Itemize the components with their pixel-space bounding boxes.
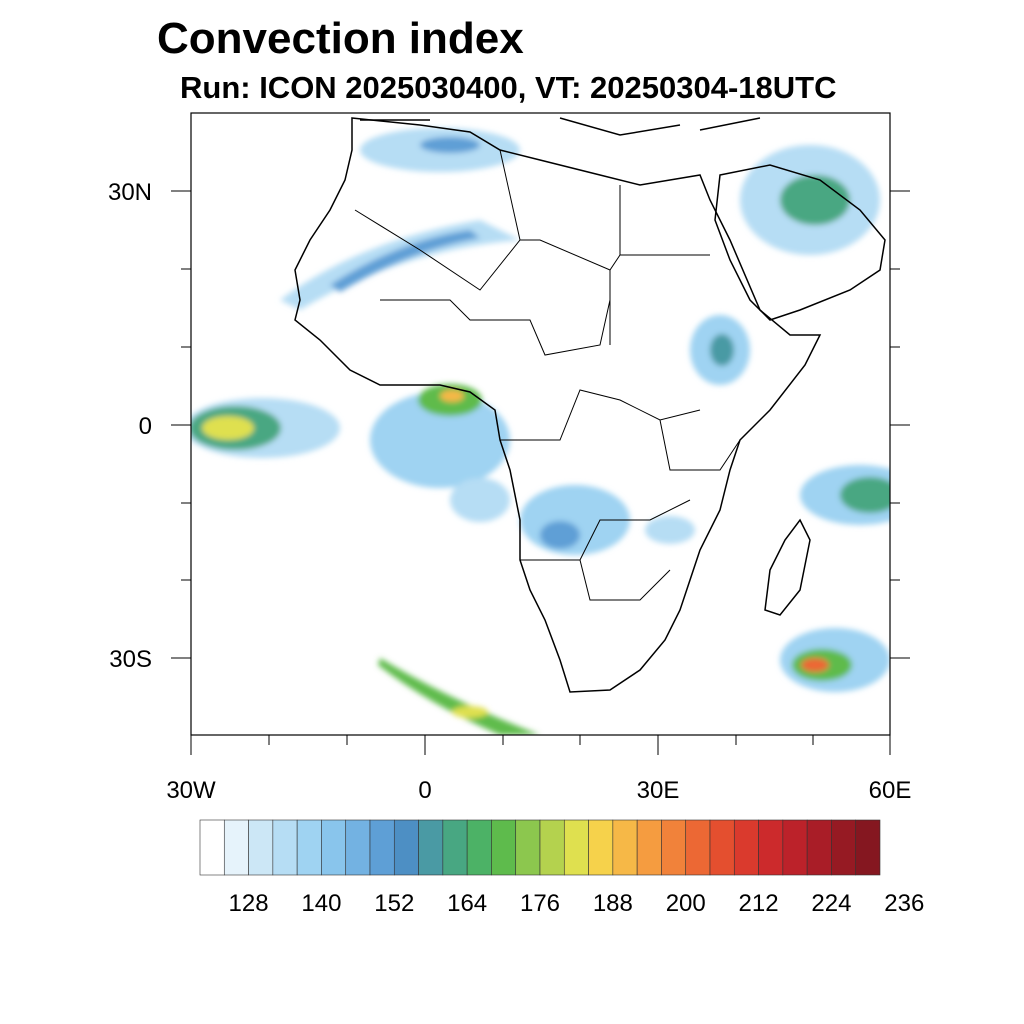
colorbar-labels: 128 140 152 164 176 188 200 212 224 236: [229, 890, 925, 917]
colorbar-swatch: [418, 819, 444, 876]
colorbar-swatch: [491, 819, 517, 876]
colorbar-swatch: [831, 819, 857, 876]
colorbar: [199, 819, 881, 876]
lat-label-0: 0: [139, 413, 152, 440]
colorbar-swatch: [612, 819, 638, 876]
map-frame: [190, 112, 891, 736]
colorbar-swatch: [758, 819, 784, 876]
border-north-africa: [354, 209, 710, 291]
colorbar-swatch: [782, 819, 808, 876]
border-southern: [579, 559, 671, 601]
field-band-sahara-core: [330, 230, 480, 292]
colorbar-label: 212: [739, 890, 779, 917]
field-cluster-south-atlantic-peak: [452, 706, 488, 718]
colorbar-swatch: [515, 819, 541, 876]
colorbar-swatch: [563, 819, 589, 876]
colorbar-swatch: [685, 819, 711, 876]
colorbar-swatch: [223, 819, 249, 876]
colorbar-swatch: [296, 819, 322, 876]
border-central: [500, 389, 701, 441]
colorbar-swatch: [442, 819, 468, 876]
lat-label-30s: 30S: [109, 646, 152, 673]
field-cluster-guinea-peak: [440, 390, 464, 402]
axis-ticks: [171, 190, 910, 755]
colorbar-swatch: [272, 819, 298, 876]
colorbar-label: 236: [884, 890, 924, 917]
colorbar-swatch: [345, 819, 371, 876]
colorbar-swatch: [588, 819, 614, 876]
field-cluster-atlantic-peak: [202, 416, 254, 440]
colorbar-swatch: [636, 819, 662, 876]
field-cluster-arabia-core: [780, 175, 850, 225]
colorbar-label: 152: [374, 890, 414, 917]
coastline-europe: [360, 117, 761, 136]
colorbar-label: 224: [811, 890, 851, 917]
colorbar-label: 128: [229, 890, 269, 917]
field-cluster-madagascar-peak: [801, 658, 829, 672]
colorbar-swatch: [199, 819, 225, 876]
colorbar-swatch: [661, 819, 687, 876]
lon-label-60e: 60E: [869, 777, 912, 804]
field-cluster-guinea: [370, 392, 510, 488]
field-cluster-mozambique: [645, 516, 695, 544]
field-cluster-angola-core: [540, 521, 580, 549]
colorbar-swatch: [539, 819, 565, 876]
lon-label-0: 0: [418, 777, 431, 804]
colorbar-swatch: [393, 819, 419, 876]
colorbar-swatch: [248, 819, 274, 876]
field-cluster-maghreb-core: [420, 137, 480, 153]
field-cluster-ethiopia-core: [710, 334, 734, 366]
lon-label-30e: 30E: [637, 777, 680, 804]
field-band-south-atlantic: [378, 658, 540, 735]
coastlines: [294, 117, 886, 693]
colorbar-label: 188: [593, 890, 633, 917]
colorbar-swatch: [733, 819, 759, 876]
coastline-arabia: [714, 164, 886, 321]
coastline-africa: [294, 117, 822, 693]
chart-subtitle: Run: ICON 2025030400, VT: 20250304-18UTC: [180, 70, 837, 105]
lat-label-30n: 30N: [108, 179, 152, 206]
border-sahel: [380, 299, 611, 356]
convection-field: [191, 128, 890, 735]
lon-label-30w: 30W: [166, 777, 216, 804]
border-south: [520, 499, 691, 561]
chart-title: Convection index: [157, 14, 524, 63]
field-band-sahara: [280, 220, 520, 310]
colorbar-swatch: [369, 819, 395, 876]
colorbar-swatch: [806, 819, 832, 876]
field-cluster-indian-ocean-core: [840, 477, 890, 513]
colorbar-swatch: [855, 819, 881, 876]
border-lateral: [499, 149, 621, 345]
colorbar-label: 140: [301, 890, 341, 917]
field-cluster-guinea-south: [450, 478, 510, 522]
colorbar-swatch: [466, 819, 492, 876]
colorbar-swatch: [321, 819, 347, 876]
coastline-madagascar: [764, 518, 811, 616]
border-east: [659, 419, 741, 471]
colorbar-label: 176: [520, 890, 560, 917]
colorbar-label: 200: [666, 890, 706, 917]
colorbar-label: 164: [447, 890, 487, 917]
colorbar-swatch: [709, 819, 735, 876]
country-borders: [354, 149, 741, 601]
